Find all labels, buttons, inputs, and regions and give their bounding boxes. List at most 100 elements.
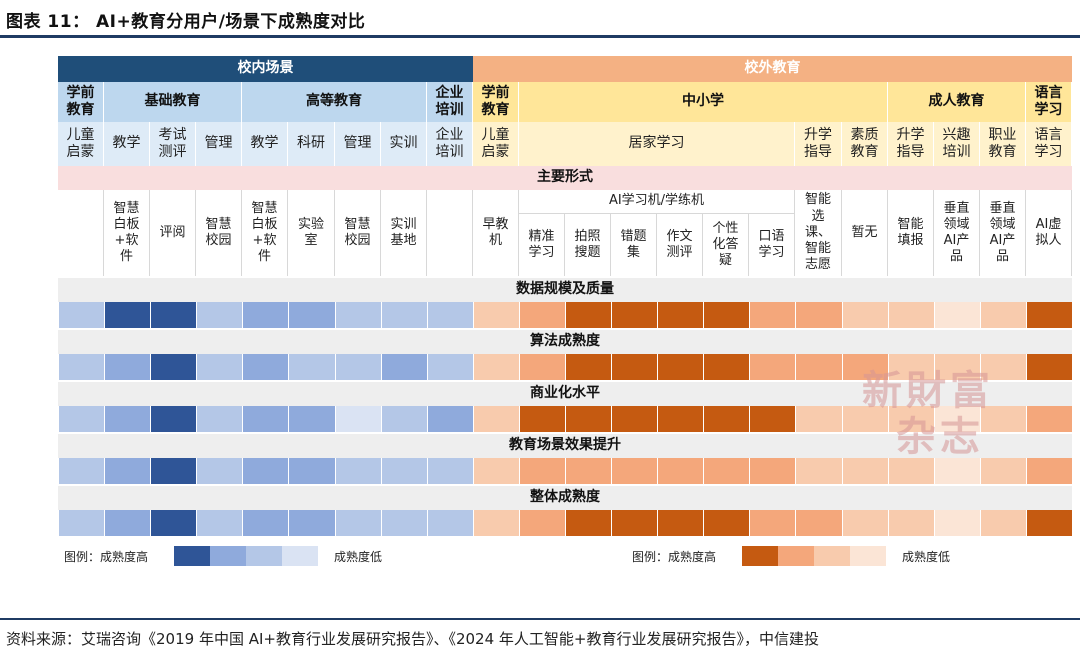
group-header: 语言学习 (1026, 82, 1072, 122)
maturity-cell (382, 302, 427, 328)
metric-title: 数据规模及质量 (58, 278, 1072, 302)
maturity-cell (796, 510, 842, 536)
scene-header: 语言学习 (1026, 122, 1072, 166)
form-cell: 智慧白板+软件 (242, 190, 288, 276)
maturity-cell (981, 510, 1026, 536)
maturity-cell (843, 354, 888, 380)
maturity-cell (197, 458, 242, 484)
form-cell: 拍照搜题 (565, 214, 611, 276)
scene-header: 教学 (242, 122, 288, 166)
legend-blue-swatch-3 (246, 546, 283, 566)
legend-blue-swatch-4 (282, 546, 319, 566)
maturity-cell (1027, 302, 1072, 328)
maturity-cell (566, 510, 611, 536)
maturity-cell (474, 354, 519, 380)
maturity-cell (382, 458, 427, 484)
scene-header: 教学 (104, 122, 150, 166)
maturity-cell (935, 354, 980, 380)
scene-header: 企业培训 (427, 122, 473, 166)
maturity-cell (105, 354, 150, 380)
maturity-cell (243, 302, 288, 328)
maturity-cell (566, 406, 611, 432)
form-cell: 实训基地 (381, 190, 427, 276)
maturity-cell (566, 354, 611, 380)
maturity-cell (935, 302, 980, 328)
maturity-cell (889, 406, 934, 432)
maturity-cell (151, 354, 196, 380)
metric-title: 商业化水平 (58, 382, 1072, 406)
form-cell: AI虚拟人 (1026, 190, 1072, 276)
maturity-cell (1027, 406, 1072, 432)
maturity-cell (197, 406, 242, 432)
scene-header: 管理 (335, 122, 381, 166)
maturity-cell (612, 302, 657, 328)
metric-title: 整体成熟度 (58, 486, 1072, 510)
maturity-cell (612, 406, 657, 432)
maturity-cell (889, 510, 934, 536)
source-note: 资料来源：艾瑞咨询《2019 年中国 AI+教育行业发展研究报告》、《2024 … (0, 618, 1080, 659)
maturity-cell (566, 302, 611, 328)
scene-header: 儿童启蒙 (58, 122, 104, 166)
campus-in-header: 校内场景 (58, 56, 473, 82)
legend-left: 图例：成熟度高 成熟度低 (64, 546, 382, 566)
form-cell: 智慧校园 (196, 190, 242, 276)
forms-title: 主要形式 (58, 166, 1072, 190)
maturity-cell (382, 406, 427, 432)
form-cell: 垂直领域AI产品 (934, 190, 980, 276)
scene-header: 职业教育 (980, 122, 1026, 166)
maturity-cell (889, 458, 934, 484)
maturity-cell (428, 302, 473, 328)
maturity-cell (658, 354, 703, 380)
legend-orange-swatch-3 (814, 546, 851, 566)
maturity-cell (289, 510, 335, 536)
form-cell: 精准学习 (519, 214, 565, 276)
scene-header: 考试测评 (150, 122, 196, 166)
maturity-cell (336, 354, 381, 380)
maturity-cell (428, 406, 473, 432)
legend-left-low-label: 成熟度低 (334, 549, 383, 564)
metric-title: 教育场景效果提升 (58, 434, 1072, 458)
maturity-cell (336, 302, 381, 328)
maturity-cell (750, 302, 795, 328)
maturity-cell (474, 406, 519, 432)
form-cell: 暂无 (842, 190, 888, 276)
maturity-cell (981, 302, 1026, 328)
maturity-cell (843, 302, 888, 328)
maturity-cell (658, 302, 703, 328)
maturity-cell (151, 458, 196, 484)
legend-blue-swatch-1 (174, 546, 211, 566)
maturity-cell (428, 354, 473, 380)
form-cell: 口语学习 (749, 214, 795, 276)
legend-right: 图例：成熟度高 成熟度低 (632, 546, 950, 566)
maturity-cell (612, 354, 657, 380)
form-cell: 个性化答疑 (703, 214, 749, 276)
maturity-cell (935, 458, 980, 484)
maturity-cell (520, 406, 565, 432)
maturity-cell (704, 302, 749, 328)
maturity-cell (704, 406, 749, 432)
maturity-cell (520, 354, 565, 380)
maturity-cell (796, 354, 842, 380)
maturity-cell (243, 458, 288, 484)
maturity-cell (243, 406, 288, 432)
legend-orange-swatch-1 (742, 546, 779, 566)
maturity-cell (750, 510, 795, 536)
maturity-cell (658, 406, 703, 432)
maturity-cell (336, 406, 381, 432)
maturity-cell (750, 458, 795, 484)
group-header: 中小学 (519, 82, 888, 122)
maturity-cell (704, 510, 749, 536)
maturity-cell (59, 510, 104, 536)
maturity-cell (843, 510, 888, 536)
maturity-cell (105, 458, 150, 484)
legend-blue-swatch-2 (210, 546, 247, 566)
maturity-cell (612, 458, 657, 484)
maturity-cell (520, 458, 565, 484)
chart-title-bar: 图表 11： AI+教育分用户/场景下成熟度对比 (0, 0, 1080, 38)
maturity-cell (151, 510, 196, 536)
maturity-cell (704, 354, 749, 380)
maturity-cell (843, 458, 888, 484)
form-cell: 作文测评 (657, 214, 703, 276)
maturity-cell (658, 458, 703, 484)
group-header: 学前教育 (58, 82, 104, 122)
